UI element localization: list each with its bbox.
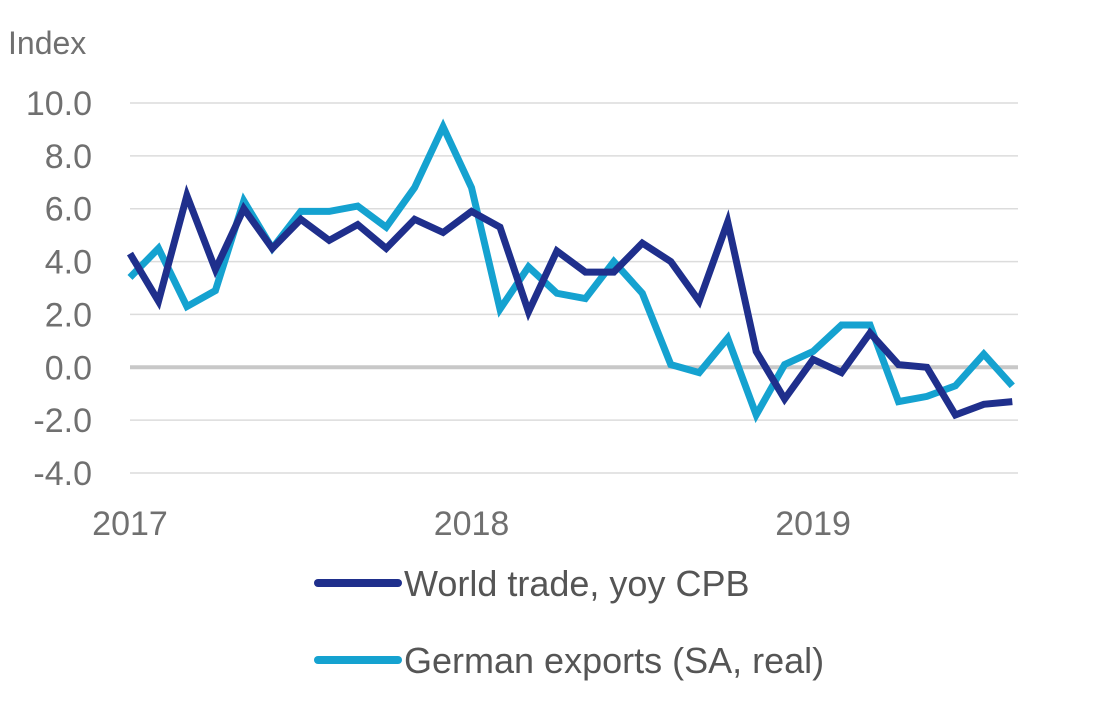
legend: World trade, yoy CPB German exports (SA, … bbox=[314, 563, 824, 681]
y-tick-label: 2.0 bbox=[45, 296, 92, 334]
x-tick-label: 2017 bbox=[92, 505, 168, 543]
y-axis-title: Index bbox=[8, 25, 86, 61]
y-tick-label: 10.0 bbox=[26, 85, 92, 123]
y-tick-label: 0.0 bbox=[45, 349, 92, 387]
x-tick-label: 2018 bbox=[434, 505, 510, 543]
y-tick-label: -2.0 bbox=[33, 402, 92, 440]
grid-lines bbox=[130, 102, 1018, 474]
series-line-1 bbox=[127, 118, 1015, 424]
y-tick-label: -4.0 bbox=[33, 455, 92, 493]
y-tick-label: 6.0 bbox=[45, 191, 92, 229]
y-tick-label: 8.0 bbox=[45, 138, 92, 176]
y-tick-label: 4.0 bbox=[45, 244, 92, 282]
y-tick-labels: 10.0 8.0 6.0 4.0 2.0 0.0 -2.0 -4.0 bbox=[26, 85, 92, 493]
x-tick-label: 2019 bbox=[775, 505, 851, 543]
legend-label-1: German exports (SA, real) bbox=[404, 640, 824, 681]
series-line-0 bbox=[126, 184, 1013, 420]
legend-label-0: World trade, yoy CPB bbox=[404, 563, 749, 604]
x-tick-labels: 2017 2018 2019 bbox=[92, 505, 851, 543]
series-lines bbox=[126, 118, 1015, 424]
